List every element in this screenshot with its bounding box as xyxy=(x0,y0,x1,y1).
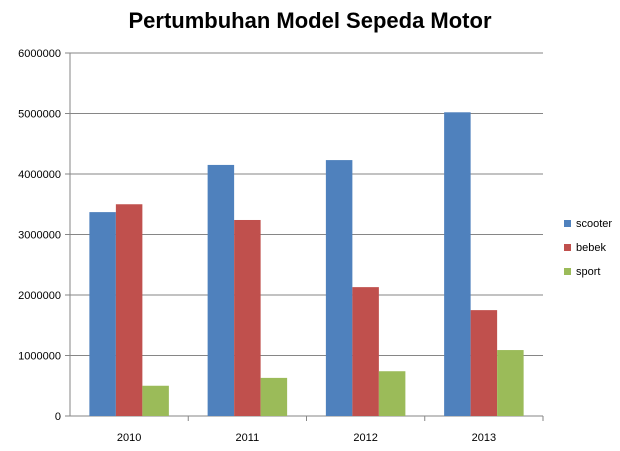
y-tick-label: 5000000 xyxy=(18,109,61,121)
x-tick-label: 2011 xyxy=(236,432,260,444)
legend-swatch-bebek xyxy=(564,244,571,251)
bar-scooter-2011 xyxy=(207,164,235,416)
bar-sport-2012 xyxy=(378,371,406,416)
bar-bebek-2011 xyxy=(234,219,261,416)
x-tick-label: 2012 xyxy=(353,432,377,444)
y-tick-label: 2000000 xyxy=(18,290,61,302)
legend-label-scooter: scooter xyxy=(576,218,612,230)
legend-swatch-scooter xyxy=(564,220,571,227)
bar-bebek-2013 xyxy=(470,310,498,416)
legend-label-bebek: bebek xyxy=(576,242,606,254)
bar-bebek-2010 xyxy=(115,204,143,416)
x-tick-label: 2013 xyxy=(472,432,496,444)
bar-sport-2013 xyxy=(497,350,524,416)
legend-swatch-sport xyxy=(564,268,571,275)
y-tick-label: 6000000 xyxy=(18,48,61,60)
bar-sport-2011 xyxy=(260,377,288,416)
bar-sport-2010 xyxy=(142,385,169,416)
bar-scooter-2010 xyxy=(89,212,116,416)
bar-bebek-2012 xyxy=(352,287,379,416)
bar-scooter-2012 xyxy=(325,160,353,416)
y-tick-label: 1000000 xyxy=(18,351,61,363)
y-tick-label: 0 xyxy=(55,411,61,423)
y-tick-label: 3000000 xyxy=(18,230,61,242)
legend-label-sport: sport xyxy=(576,266,600,278)
y-tick-label: 4000000 xyxy=(18,169,61,181)
chart-title: Pertumbuhan Model Sepeda Motor xyxy=(128,8,492,33)
x-tick-label: 2010 xyxy=(117,432,141,444)
bar-scooter-2013 xyxy=(444,112,471,416)
